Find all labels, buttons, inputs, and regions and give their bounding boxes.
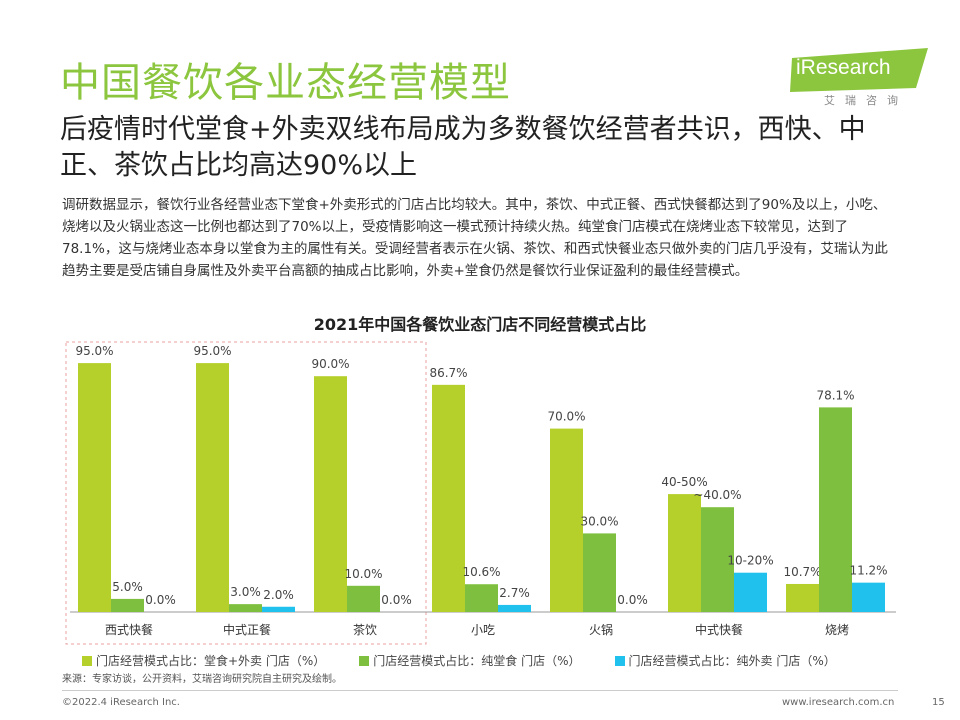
legend-item-delivery-only: 门店经营模式占比：纯外卖 门店（%）: [614, 652, 836, 669]
data-label: 70.0%: [547, 410, 585, 424]
data-label: 0.0%: [617, 593, 648, 607]
bar-1-茶饮: [314, 376, 347, 612]
data-label: 5.0%: [112, 580, 143, 594]
bar-3-烧烤: [852, 582, 885, 612]
bar-1-中式快餐: [668, 494, 701, 612]
data-label: 95.0%: [75, 344, 113, 358]
page-subtitle: 后疫情时代堂食+外卖双线布局成为多数餐饮经营者共识，西快、中正、茶饮占比均高达9…: [60, 114, 866, 181]
body-paragraph: 调研数据显示，餐饮行业各经营业态下堂食+外卖形式的门店占比均较大。其中，茶饮、中…: [62, 197, 888, 279]
legend-swatch: [82, 655, 92, 666]
x-tick-label: 西式快餐: [105, 622, 153, 637]
bar-1-中式正餐: [196, 363, 229, 612]
legend-item-dine-delivery: 门店经营模式占比：堂食+外卖 门店（%）: [82, 652, 325, 669]
highlight-box: [65, 341, 427, 645]
data-label: 0.0%: [381, 593, 412, 607]
data-label: 95.0%: [193, 344, 231, 358]
data-label: 40-50%: [661, 475, 707, 489]
data-label: 10.0%: [344, 567, 382, 581]
data-label: 3.0%: [230, 585, 261, 599]
data-label: ~40.0%: [693, 488, 741, 502]
data-label: 10.7%: [783, 565, 821, 579]
bar-1-西式快餐: [78, 363, 111, 612]
bar-2-火锅: [583, 533, 616, 612]
bar-1-烧烤: [786, 583, 819, 612]
data-label: 30.0%: [580, 514, 618, 528]
x-tick-label: 茶饮: [353, 622, 377, 637]
x-tick-label: 中式快餐: [695, 622, 743, 637]
legend-swatch: [359, 655, 370, 666]
bar-2-小吃: [465, 584, 498, 612]
bar-2-西式快餐: [111, 598, 144, 612]
data-label: 11.2%: [849, 564, 887, 578]
chart-title: 2021年中国各餐饮业态门店不同经营模式占比: [313, 315, 647, 334]
bar-3-中式快餐: [734, 572, 767, 612]
bar-2-茶饮: [347, 585, 380, 612]
data-label: 10.6%: [462, 565, 500, 579]
copyright: ©2022.4 iResearch Inc.: [62, 697, 180, 708]
footer-divider: [62, 690, 898, 691]
legend-label: 门店经营模式占比：堂食+外卖 门店（%）: [96, 654, 326, 668]
x-tick-label: 火锅: [589, 622, 613, 637]
data-label: 2.7%: [499, 586, 530, 600]
data-label: 78.1%: [816, 388, 854, 402]
logo-brand: iResearch: [796, 56, 891, 79]
bar-1-火锅: [550, 428, 583, 612]
data-label: 86.7%: [429, 366, 467, 380]
iresearch-logo: [790, 48, 928, 92]
bar-3-小吃: [498, 604, 531, 612]
page-title: 中国餐饮各业态经营模型: [60, 60, 511, 106]
source-note: 来源：专家访谈，公开资料，艾瑞咨询研究院自主研究及绘制。: [62, 674, 342, 685]
bar-2-中式正餐: [229, 604, 262, 612]
data-label: 0.0%: [145, 593, 176, 607]
x-tick-label: 烧烤: [825, 622, 849, 637]
bar-3-中式正餐: [262, 606, 295, 612]
chart-legend: 门店经营模式占比：堂食+外卖 门店（%） 门店经营模式占比：纯堂食 门店（%） …: [82, 652, 836, 669]
page-number: 15: [932, 697, 945, 708]
legend-item-dine-only: 门店经营模式占比：纯堂食 门店（%）: [359, 652, 581, 669]
legend-label: 门店经营模式占比：纯堂食 门店（%）: [373, 654, 581, 668]
data-label: 2.0%: [263, 588, 294, 602]
x-tick-label: 中式正餐: [223, 622, 271, 637]
legend-swatch: [614, 655, 625, 666]
bar-2-烧烤: [819, 407, 852, 612]
bar-1-小吃: [432, 384, 465, 612]
bar-2-中式快餐: [701, 507, 734, 612]
website-link[interactable]: www.iresearch.com.cn: [782, 697, 895, 708]
legend-label: 门店经营模式占比：纯外卖 门店（%）: [628, 654, 836, 668]
data-label: 10-20%: [727, 554, 773, 568]
data-label: 90.0%: [311, 357, 349, 371]
x-tick-label: 小吃: [471, 623, 495, 637]
logo-subtitle: 艾瑞咨询: [824, 94, 908, 107]
